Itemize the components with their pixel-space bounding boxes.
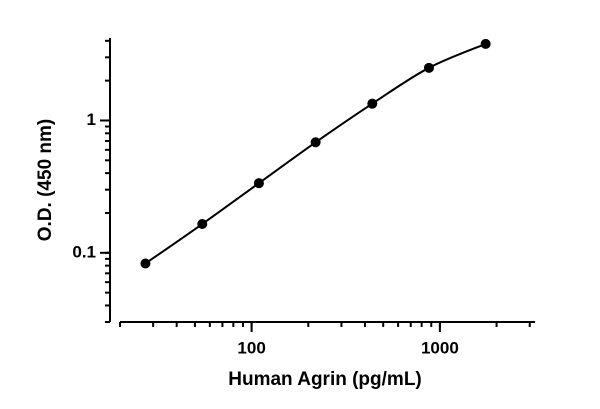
data-point <box>310 137 321 148</box>
x-tick-label: 100 <box>237 338 265 357</box>
data-point <box>140 258 151 269</box>
y-tick-label: 1 <box>87 110 96 129</box>
data-point <box>423 62 434 73</box>
fit-line <box>144 42 487 265</box>
data-point <box>197 219 208 230</box>
y-axis-title: O.D. (450 nm) <box>35 119 56 241</box>
x-axis-title: Human Agrin (pg/mL) <box>228 369 422 390</box>
x-tick-label: 1000 <box>421 338 459 357</box>
data-point <box>367 98 378 109</box>
data-point <box>253 178 264 189</box>
data-point <box>480 38 491 49</box>
y-tick-label: 0.1 <box>72 242 96 261</box>
